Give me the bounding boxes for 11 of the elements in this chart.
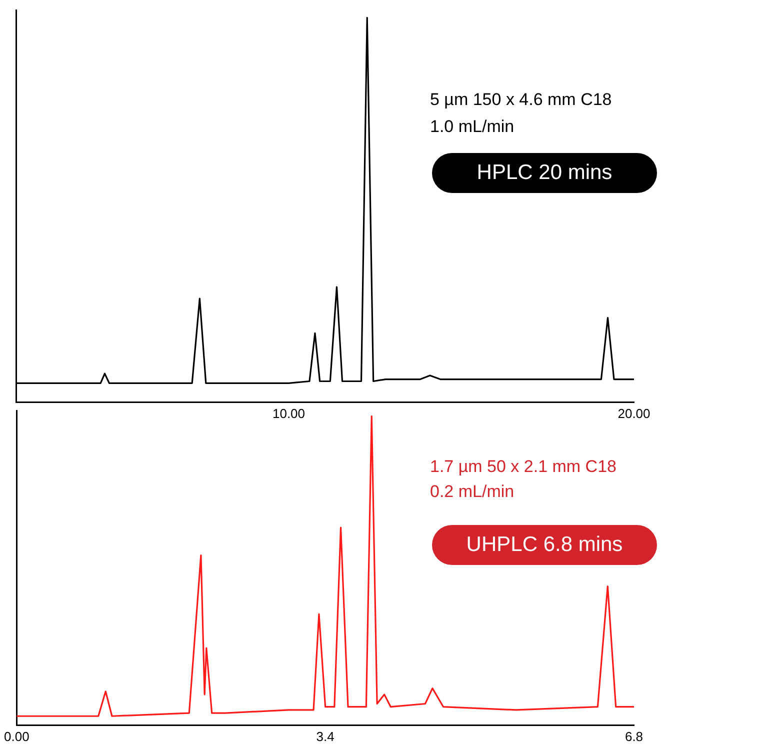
x-tick-label: 0.00 bbox=[4, 728, 30, 744]
annotation: 5 µm 150 x 4.6 mm C18 bbox=[430, 90, 612, 110]
annotation: 1.0 mL/min bbox=[430, 117, 514, 137]
x-tick-label: 6.8 bbox=[624, 728, 644, 744]
x-tick-label: 20.00 bbox=[618, 406, 650, 421]
annotation: 0.2 mL/min bbox=[430, 482, 514, 502]
x-tick-label: 10.00 bbox=[272, 406, 306, 421]
rounded-label-box: UHPLC 6.8 mins bbox=[432, 525, 657, 565]
rounded-label-box: HPLC 20 mins bbox=[432, 153, 657, 193]
x-tick-label: 3.4 bbox=[316, 728, 334, 744]
annotation: 1.7 µm 50 x 2.1 mm C18 bbox=[430, 457, 616, 477]
